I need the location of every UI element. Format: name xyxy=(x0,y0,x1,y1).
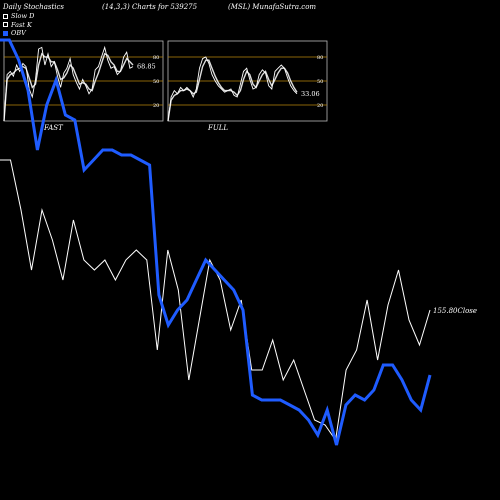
full-tick-label-80: 80 xyxy=(317,55,323,61)
fast-tick-label-20: 20 xyxy=(153,103,159,109)
full-fast-k-line xyxy=(167,56,298,122)
fast-tick-label-50: 50 xyxy=(153,79,159,85)
fast-panel-title: FAST xyxy=(43,124,64,132)
legend-swatch-slow-d xyxy=(3,13,8,19)
legend-item-fast-k: Fast K xyxy=(3,21,34,30)
fast-fast-k-line xyxy=(3,45,134,122)
legend-item-slow-d: Slow D xyxy=(3,12,34,21)
full-last-value-label: 33.06 xyxy=(301,90,320,98)
legend-swatch-obv xyxy=(3,30,8,36)
obv-line xyxy=(0,38,432,446)
close-last-value-label: 155.80Close xyxy=(433,307,477,315)
legend-item-obv: OBV xyxy=(3,29,34,38)
legend: Slow D Fast K OBV xyxy=(3,12,34,38)
full-tick-label-20: 20 xyxy=(317,103,323,109)
full-tick-label-50: 50 xyxy=(317,79,323,85)
fast-slow-d-line xyxy=(3,52,134,122)
fast-tick-label-80: 80 xyxy=(153,55,159,61)
full-panel-title: FULL xyxy=(207,124,228,132)
legend-label-fast-k: Fast K xyxy=(11,20,32,29)
header-right: (MSL) MunafaSutra.com xyxy=(228,3,317,11)
fast-last-value-label: 68.85 xyxy=(137,63,156,71)
legend-label-slow-d: Slow D xyxy=(11,12,35,21)
header-mid: (14,3,3) Charts for 539275 xyxy=(102,3,198,11)
legend-label-obv: OBV xyxy=(11,29,26,38)
header-left: Daily Stochastics xyxy=(3,3,65,11)
legend-swatch-fast-k xyxy=(3,22,8,28)
